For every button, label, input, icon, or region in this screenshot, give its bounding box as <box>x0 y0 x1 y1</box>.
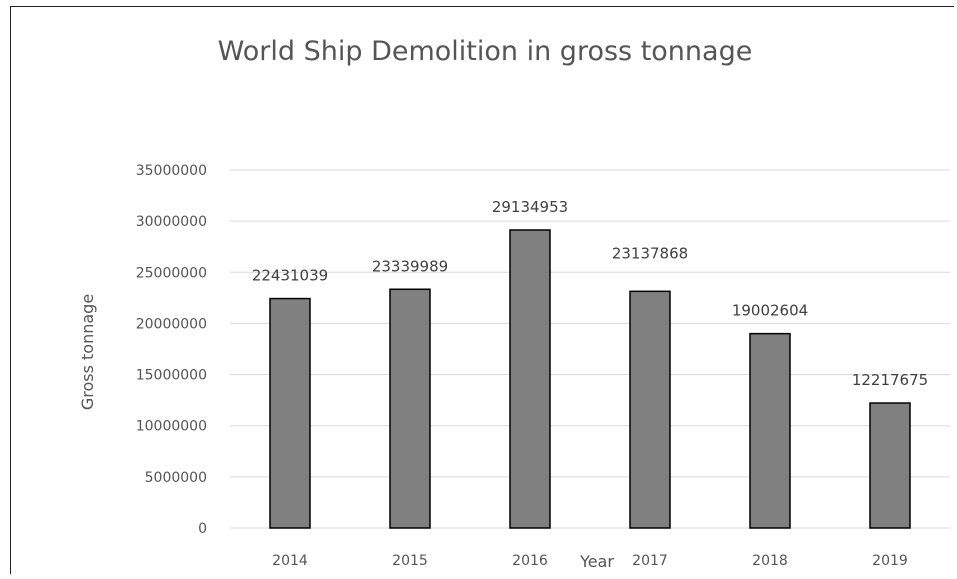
data-label: 23339989 <box>372 257 448 275</box>
data-label: 23137868 <box>612 244 688 262</box>
x-tick-label: 2016 <box>512 553 548 569</box>
y-axis-tick-labels: 0 5000000 10000000 15000000 20000000 25000000… <box>136 163 207 537</box>
y-tick-label: 30000000 <box>136 214 207 230</box>
gridlines <box>230 169 950 529</box>
y-tick-label: 15000000 <box>136 368 207 384</box>
y-axis-title: Gross tonnage <box>78 294 97 410</box>
bar-2014 <box>269 297 311 529</box>
bar-2018 <box>749 332 791 529</box>
data-labels: 22431039 23339989 29134953 23137868 19002604… <box>252 198 928 389</box>
bar-2017 <box>629 290 671 529</box>
x-tick-label: 2015 <box>392 553 428 569</box>
y-tick-label: 5000000 <box>145 470 207 486</box>
x-tick-label: 2014 <box>272 553 308 569</box>
y-tick-label: 35000000 <box>136 163 207 179</box>
x-axis-title: Year <box>579 552 614 571</box>
bar-2016 <box>509 229 551 529</box>
chart-title: World Ship Demolition in gross tonnage <box>218 36 753 67</box>
data-label: 29134953 <box>492 198 568 216</box>
x-tick-label: 2019 <box>872 553 908 569</box>
bar-2015 <box>389 288 431 529</box>
data-label: 19002604 <box>732 302 808 320</box>
chart-frame <box>10 6 954 574</box>
y-tick-label: 10000000 <box>136 419 207 435</box>
bar-2019 <box>869 402 911 529</box>
y-tick-label: 20000000 <box>136 316 207 332</box>
x-tick-label: 2018 <box>752 553 788 569</box>
x-tick-label: 2017 <box>632 553 668 569</box>
y-tick-label: 0 <box>198 521 207 537</box>
data-label: 12217675 <box>852 371 928 389</box>
data-label: 22431039 <box>252 267 328 285</box>
x-axis-tick-labels: 2014 2015 2016 2017 2018 2019 <box>272 553 908 569</box>
y-tick-label: 25000000 <box>136 265 207 281</box>
bars <box>269 229 911 529</box>
